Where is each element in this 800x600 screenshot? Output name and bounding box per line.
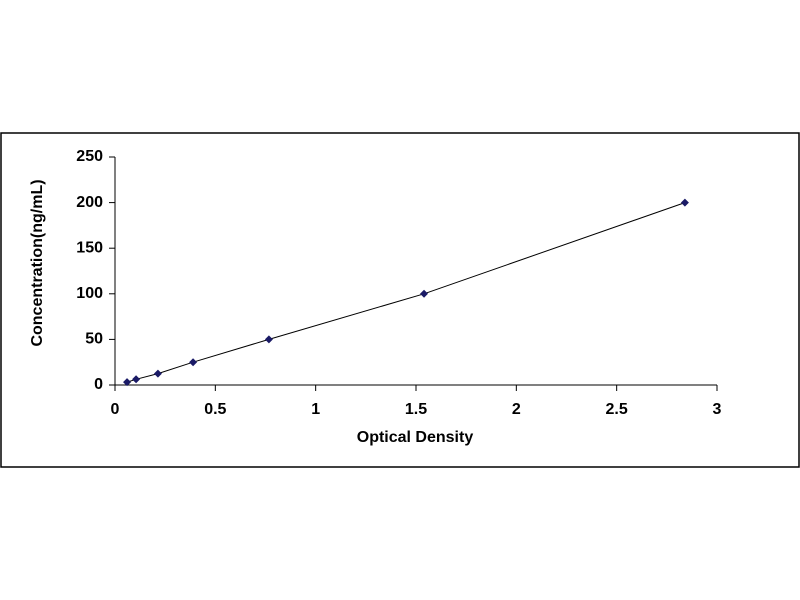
x-tick-label: 0 <box>111 401 120 418</box>
x-tick-label: 3 <box>713 401 722 418</box>
y-tick-label: 50 <box>85 331 103 348</box>
x-axis-title: Optical Density <box>357 429 474 446</box>
data-point <box>680 198 689 207</box>
data-point <box>153 369 162 378</box>
x-tick-label: 1.5 <box>405 401 427 418</box>
y-tick-label: 0 <box>94 376 103 393</box>
y-axis-title: Concentration(ng/mL) <box>29 179 46 346</box>
y-tick-label: 100 <box>76 285 103 302</box>
x-tick-label: 2.5 <box>606 401 628 418</box>
data-point <box>420 289 429 298</box>
y-tick-label: 200 <box>76 194 103 211</box>
data-point <box>123 378 132 387</box>
data-point <box>264 335 273 344</box>
chart-frame <box>0 132 800 468</box>
data-point <box>132 375 141 384</box>
y-tick-label: 150 <box>76 239 103 256</box>
x-tick-label: 2 <box>512 401 521 418</box>
y-tick-label: 250 <box>76 148 103 165</box>
x-tick-label: 0.5 <box>204 401 226 418</box>
data-point <box>189 358 198 367</box>
x-tick-label: 1 <box>311 401 320 418</box>
